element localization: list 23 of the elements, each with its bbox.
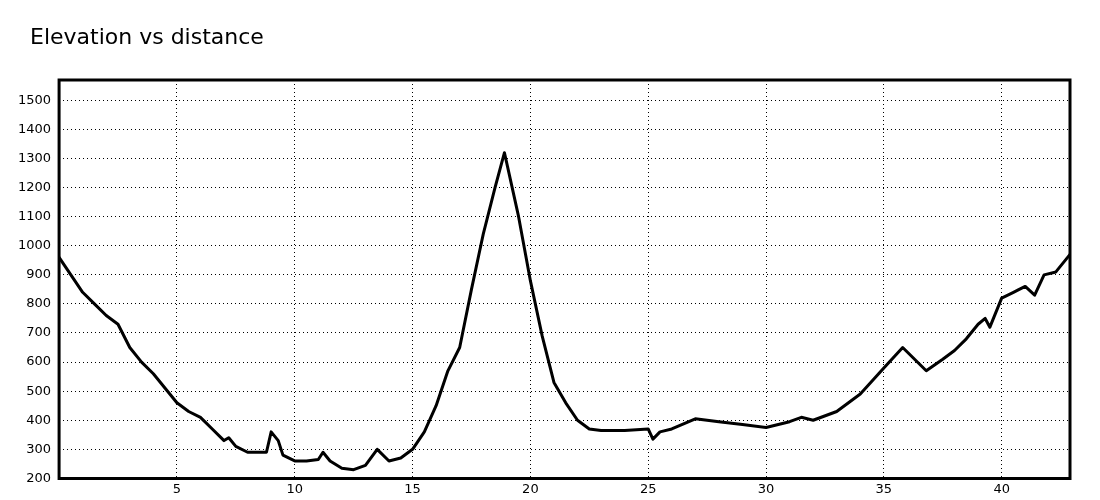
y-tick-label: 500 — [26, 382, 52, 398]
x-tick-label: 25 — [639, 480, 657, 496]
y-tick-label: 200 — [26, 469, 52, 485]
x-tick-label: 35 — [875, 480, 893, 496]
y-tick-label: 800 — [26, 295, 52, 311]
y-tick-label: 1500 — [17, 91, 52, 107]
x-tick-label: 40 — [993, 480, 1010, 496]
y-tick-label: 1100 — [17, 208, 52, 224]
y-tick-label: 600 — [26, 353, 52, 369]
y-tick-label: 1300 — [17, 149, 52, 165]
y-tick-label: 300 — [26, 440, 52, 456]
x-tick-label: 5 — [172, 480, 182, 496]
x-tick-label: 10 — [286, 480, 303, 496]
chart-title: Elevation vs distance — [30, 24, 264, 49]
x-tick-label: 15 — [404, 480, 421, 496]
x-tick-label: 20 — [522, 480, 539, 496]
y-tick-label: 1200 — [17, 178, 52, 194]
y-tick-label: 1400 — [17, 120, 52, 136]
y-tick-label: 1000 — [17, 237, 52, 253]
x-tick-label: 30 — [757, 480, 775, 496]
y-tick-label: 400 — [26, 411, 52, 427]
y-tick-label: 900 — [26, 266, 52, 282]
y-tick-label: 700 — [26, 324, 52, 340]
